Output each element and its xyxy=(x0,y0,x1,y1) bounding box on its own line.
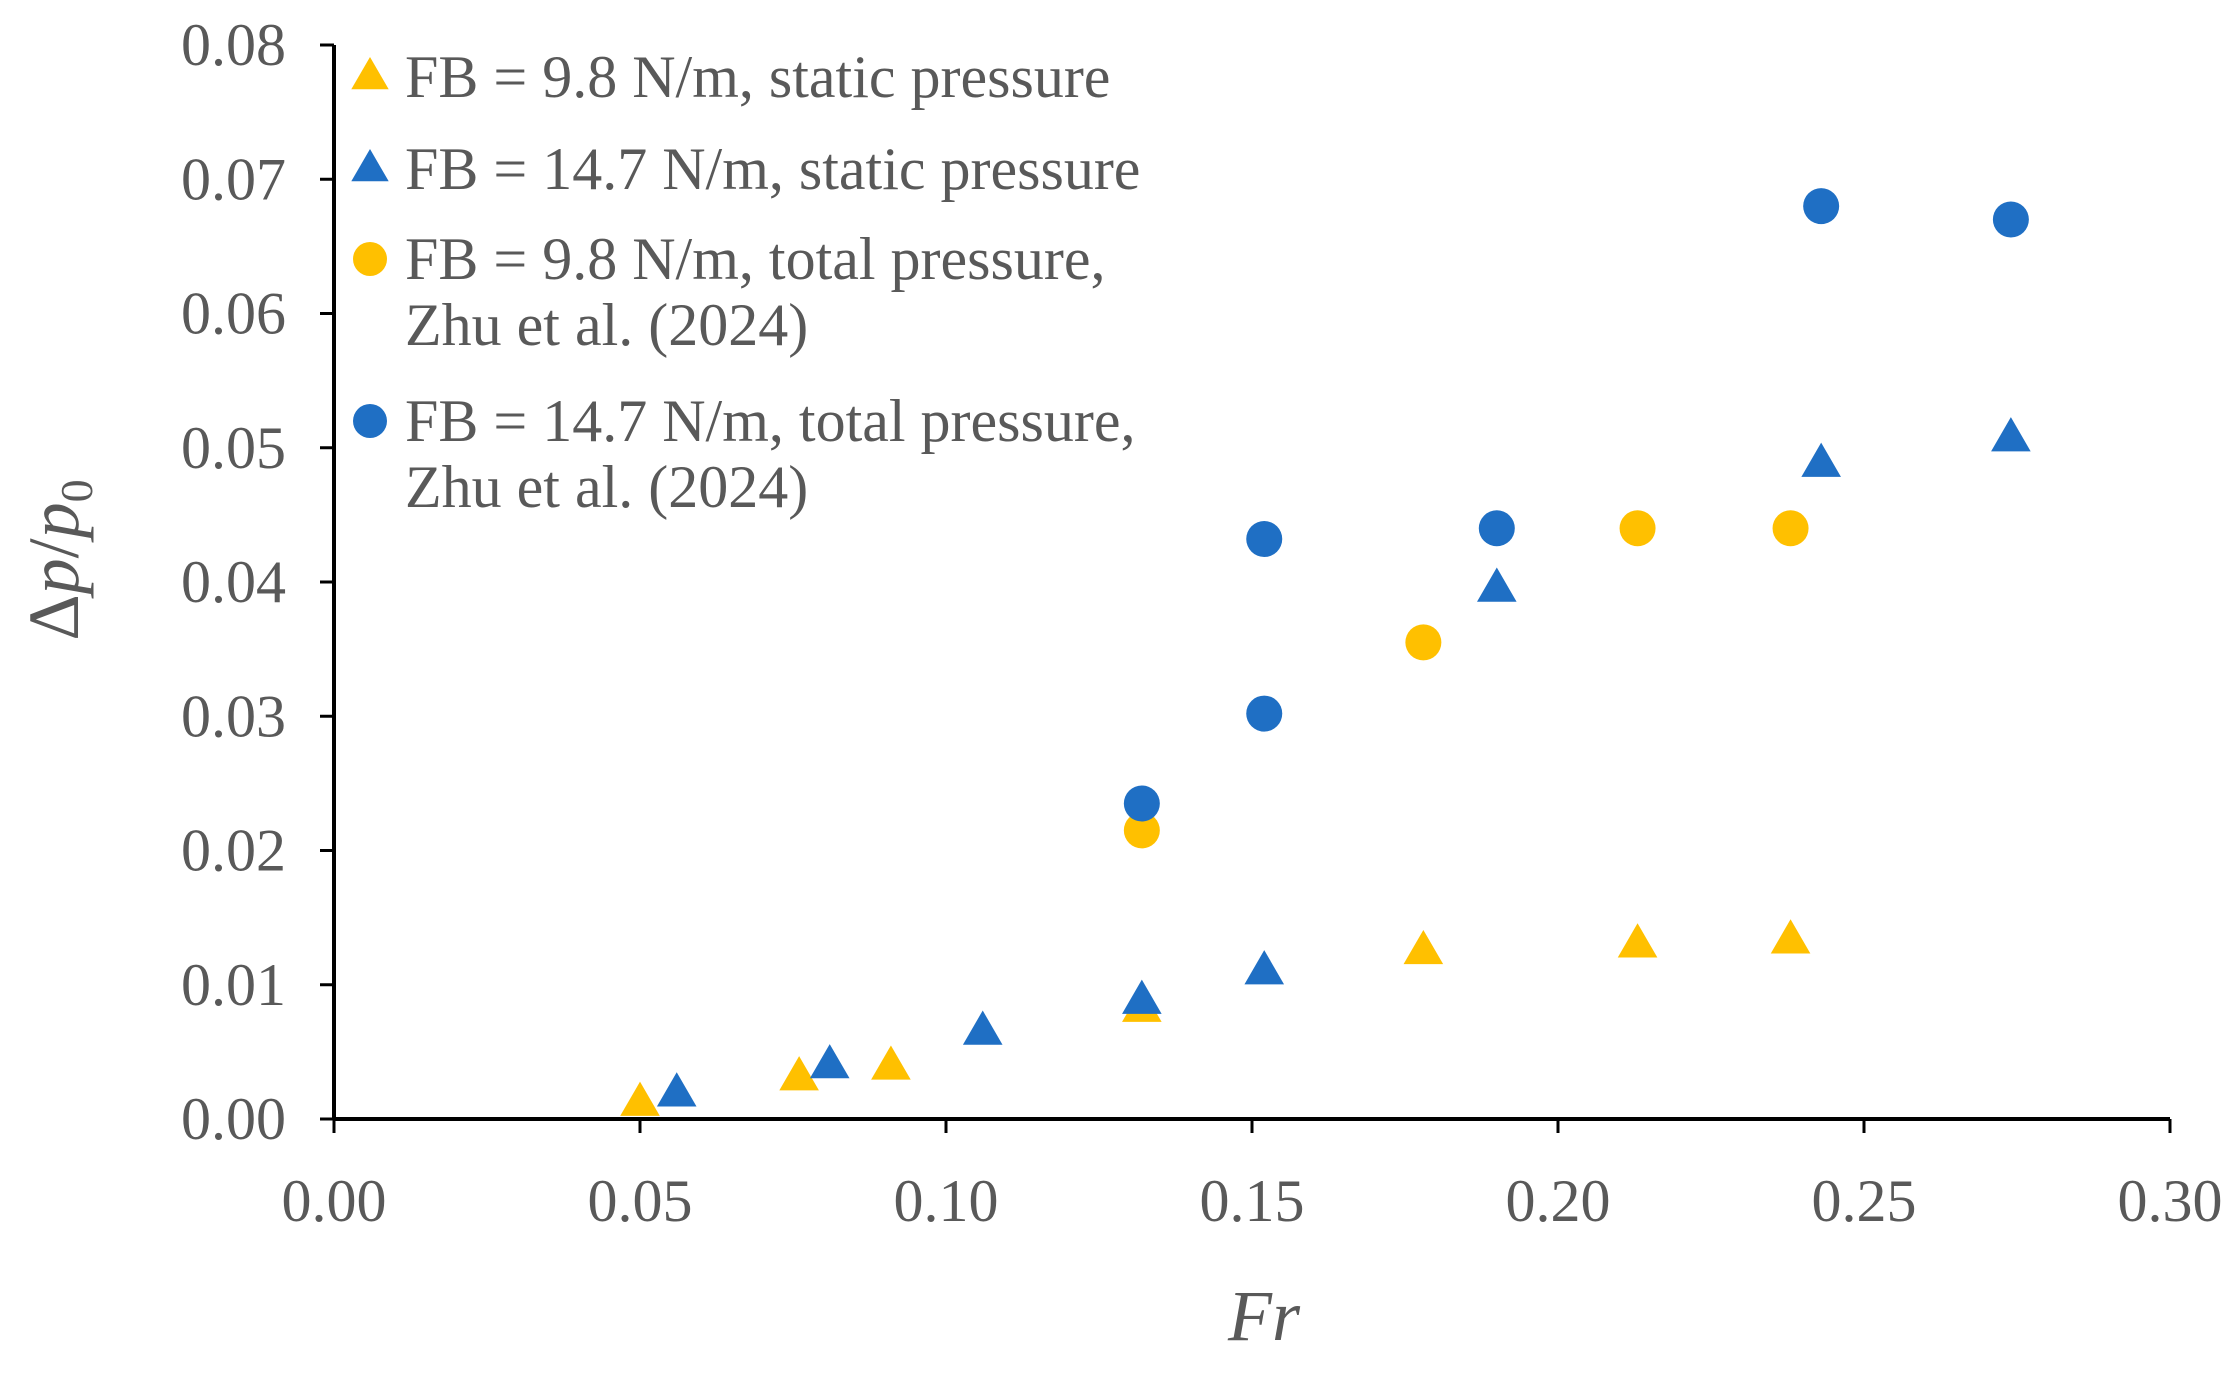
y-tick-label: 0.04 xyxy=(181,549,286,615)
x-tick-label: 0.05 xyxy=(588,1168,693,1234)
legend-marker xyxy=(353,242,387,276)
y-tick-label: 0.03 xyxy=(181,683,286,749)
circle-data-point xyxy=(1405,624,1442,661)
y-tick-label: 0.05 xyxy=(181,415,286,481)
circle-data-point xyxy=(1992,201,2029,238)
circle-data-point xyxy=(1619,510,1656,547)
circle-data-point xyxy=(1803,188,1840,225)
y-axis-title-group: Δp/p0 xyxy=(14,479,102,640)
triangle-data-point xyxy=(1122,979,1162,1014)
x-tick-label: 0.25 xyxy=(1812,1168,1917,1234)
legend-label: FB = 14.7 N/m, static pressure xyxy=(405,136,1140,202)
legend-label: Zhu et al. (2024) xyxy=(405,292,808,358)
y-tick-label: 0.01 xyxy=(181,952,286,1018)
triangle-data-point xyxy=(962,1010,1003,1045)
triangle-data-point xyxy=(809,1044,850,1079)
legend-label: FB = 9.8 N/m, total pressure, xyxy=(405,226,1105,292)
triangle-data-point xyxy=(1770,919,1811,954)
triangle-data-point xyxy=(656,1072,697,1107)
legend-marker xyxy=(351,148,389,182)
x-tick-label: 0.20 xyxy=(1506,1168,1611,1234)
y-tick-label: 0.07 xyxy=(181,146,286,212)
legend-label: FB = 9.8 N/m, static pressure xyxy=(405,44,1110,110)
circle-data-point xyxy=(1123,785,1160,822)
triangle-data-point xyxy=(1617,923,1658,958)
x-tick-label: 0.15 xyxy=(1200,1168,1305,1234)
x-tick-label: 0.10 xyxy=(894,1168,999,1234)
circle-data-point xyxy=(1246,521,1283,558)
triangle-data-point xyxy=(871,1045,911,1080)
series-1 xyxy=(620,919,1811,1116)
circle-data-point xyxy=(1246,695,1283,732)
series-3 xyxy=(1123,510,1809,849)
legend-marker xyxy=(353,404,387,438)
circle-data-point xyxy=(1772,510,1809,547)
x-tick-label: 0.30 xyxy=(2118,1168,2223,1234)
y-tick-label: 0.00 xyxy=(181,1086,286,1152)
series-4 xyxy=(1123,188,2029,822)
legend-entry-2: FB = 14.7 N/m, static pressure xyxy=(351,136,1140,202)
legend-entry-1: FB = 9.8 N/m, static pressure xyxy=(351,44,1110,110)
x-axis-title: Fr xyxy=(1227,1276,1301,1356)
triangle-data-point xyxy=(1403,929,1444,965)
legend-label: Zhu et al. (2024) xyxy=(405,454,808,520)
triangle-data-point xyxy=(1801,442,1841,477)
triangle-data-point xyxy=(779,1056,819,1091)
y-tick-label: 0.08 xyxy=(181,12,286,78)
x-tick-label: 0.00 xyxy=(282,1168,387,1234)
y-tick-label: 0.02 xyxy=(181,818,286,884)
triangle-data-point xyxy=(1477,567,1517,602)
legend-entry-4: FB = 14.7 N/m, total pressure,Zhu et al.… xyxy=(353,388,1135,520)
circle-data-point xyxy=(1478,510,1515,547)
y-axis-title: Δp/p0 xyxy=(14,479,102,640)
circle-data-point xyxy=(1123,812,1160,849)
series-2 xyxy=(656,417,2031,1107)
triangle-data-point xyxy=(1991,417,2031,452)
legend-label: FB = 14.7 N/m, total pressure, xyxy=(405,388,1135,454)
triangle-data-point xyxy=(1244,950,1285,985)
legend-marker xyxy=(351,56,389,90)
triangle-data-point xyxy=(620,1081,660,1116)
y-tick-label: 0.06 xyxy=(181,281,286,347)
legend-entry-3: FB = 9.8 N/m, total pressure,Zhu et al. … xyxy=(353,226,1105,358)
